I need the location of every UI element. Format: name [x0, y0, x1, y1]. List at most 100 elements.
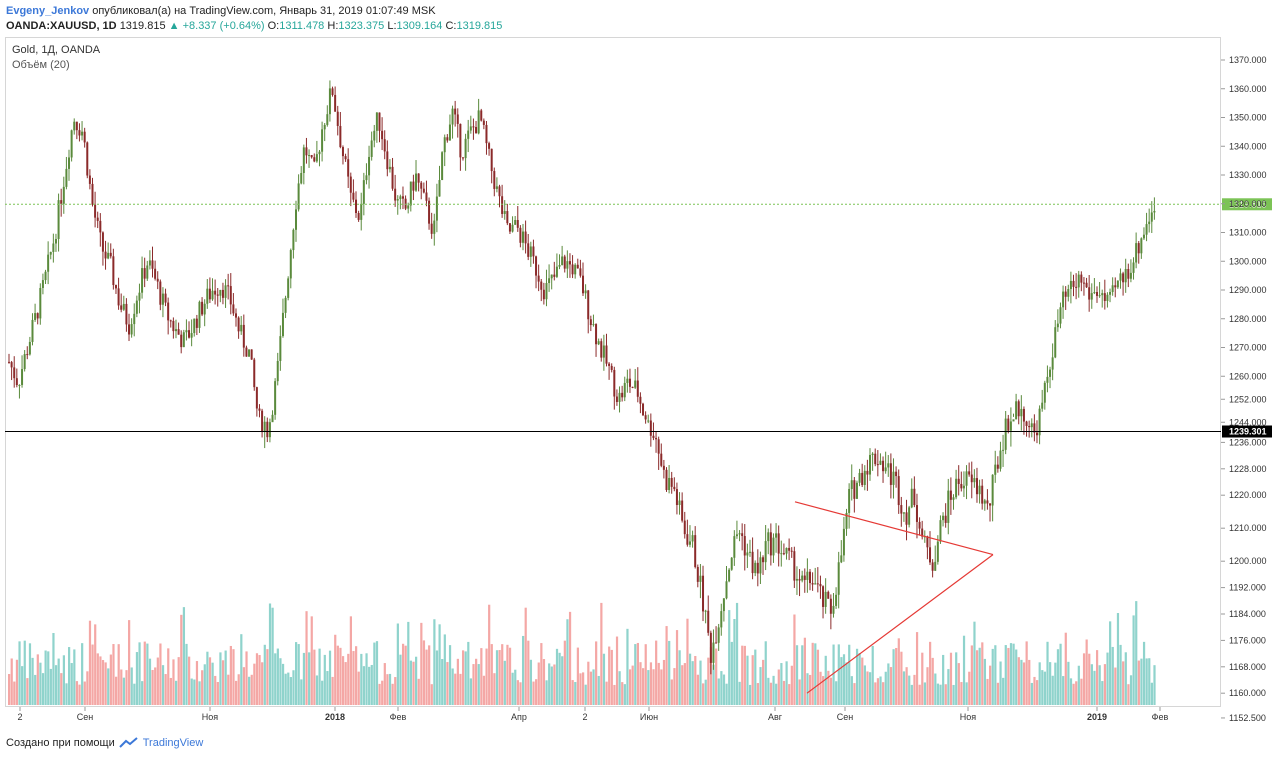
- volume-bar: [673, 668, 676, 705]
- x-tick-label: 2: [17, 712, 22, 722]
- volume-bar: [198, 681, 201, 705]
- y-tick-label: 1192.000: [1229, 583, 1266, 593]
- candle-body: [57, 200, 60, 239]
- candle-body: [164, 293, 167, 303]
- volume-bar: [657, 662, 660, 705]
- volume-bar: [1137, 660, 1140, 705]
- candle-body: [503, 211, 506, 214]
- candle-body: [295, 209, 298, 230]
- candle-body: [869, 454, 872, 475]
- volume-bar: [245, 651, 248, 705]
- volume-bar: [947, 669, 950, 705]
- candle-body: [944, 515, 947, 523]
- volume-bar: [201, 670, 204, 705]
- volume-bar: [508, 647, 512, 705]
- volume-bar: [686, 618, 689, 705]
- volume-bar: [331, 676, 334, 705]
- candle-body: [895, 471, 898, 477]
- candle-body: [477, 110, 480, 134]
- candle-body: [631, 386, 634, 388]
- candle-body: [1054, 327, 1057, 358]
- volume-bar: [931, 657, 934, 705]
- candle-body: [910, 488, 913, 508]
- volume-bar: [274, 653, 277, 705]
- candle-body: [271, 414, 274, 423]
- candle-body: [469, 126, 472, 131]
- candle-body: [615, 396, 618, 402]
- y-tick-label: 1370.000: [1229, 55, 1267, 65]
- footer-brand[interactable]: TradingView: [142, 737, 204, 749]
- volume-bar: [475, 658, 478, 705]
- volume-bar: [52, 632, 55, 705]
- candle-body: [368, 156, 371, 176]
- candle-body: [310, 155, 313, 158]
- volume-bar: [1033, 676, 1036, 705]
- candle-body: [1142, 234, 1145, 239]
- volume-bar: [435, 650, 439, 705]
- candle-body: [589, 319, 592, 326]
- volume-bar: [936, 683, 940, 705]
- candle-body: [822, 586, 825, 607]
- candle-body: [94, 204, 97, 218]
- candle-body: [488, 143, 491, 149]
- y-tick-label: 1184.000: [1229, 609, 1266, 619]
- candle-body: [519, 227, 522, 243]
- candle-body: [699, 575, 702, 582]
- candle-body: [816, 583, 819, 585]
- symbol-label: OANDA:XAUUSD, 1D: [6, 20, 117, 32]
- candle-body: [386, 151, 389, 170]
- volume-bar: [521, 635, 525, 705]
- volume-bar: [1017, 657, 1020, 705]
- candle-body: [279, 336, 282, 361]
- candle-body: [824, 591, 827, 607]
- candle-body: [83, 131, 86, 143]
- candle-body: [203, 303, 206, 315]
- candle-body: [394, 188, 397, 201]
- volume-bar: [991, 648, 994, 705]
- volume-bar: [970, 645, 973, 705]
- volume-bar: [352, 651, 355, 705]
- volume-bar: [96, 653, 99, 705]
- candle-body: [981, 485, 984, 504]
- volume-bar: [587, 661, 590, 705]
- volume-bar: [94, 624, 97, 705]
- candle-body: [858, 472, 861, 483]
- candle-body: [955, 478, 958, 498]
- volume-bar: [295, 642, 298, 705]
- volume-bar: [952, 684, 955, 705]
- volume-bar: [1022, 662, 1026, 705]
- candle-body: [728, 569, 731, 582]
- volume-bar: [704, 679, 707, 705]
- candle-body: [996, 464, 999, 469]
- volume-bar: [156, 657, 159, 705]
- author-link[interactable]: Evgeny_Jenkov: [6, 5, 90, 17]
- volume-bar: [754, 649, 757, 705]
- volume-bar: [1132, 615, 1135, 705]
- volume-bar: [133, 683, 136, 705]
- candle-body: [691, 535, 694, 542]
- candle-body: [892, 471, 895, 485]
- candle-body: [245, 347, 248, 357]
- volume-bar: [983, 658, 987, 705]
- candle-body: [420, 182, 423, 189]
- volume-bar: [386, 674, 389, 705]
- candle-body: [425, 192, 428, 201]
- candle-body: [287, 278, 290, 298]
- volume-bar: [662, 659, 666, 705]
- candle-body: [777, 533, 780, 554]
- candle-body: [973, 478, 976, 483]
- candle-body: [660, 453, 663, 466]
- chart-pane[interactable]: [5, 37, 1221, 707]
- volume-bar: [942, 654, 945, 705]
- candle-body: [1015, 401, 1018, 420]
- candle-body: [143, 268, 146, 279]
- volume-bar: [1041, 670, 1044, 705]
- volume-bar: [464, 651, 467, 705]
- candle-body: [1051, 357, 1054, 370]
- volume-bar: [289, 677, 292, 705]
- candle-body: [258, 408, 261, 411]
- volume-bar: [989, 665, 992, 705]
- candle-body: [1140, 238, 1143, 254]
- volume-bar: [540, 643, 543, 705]
